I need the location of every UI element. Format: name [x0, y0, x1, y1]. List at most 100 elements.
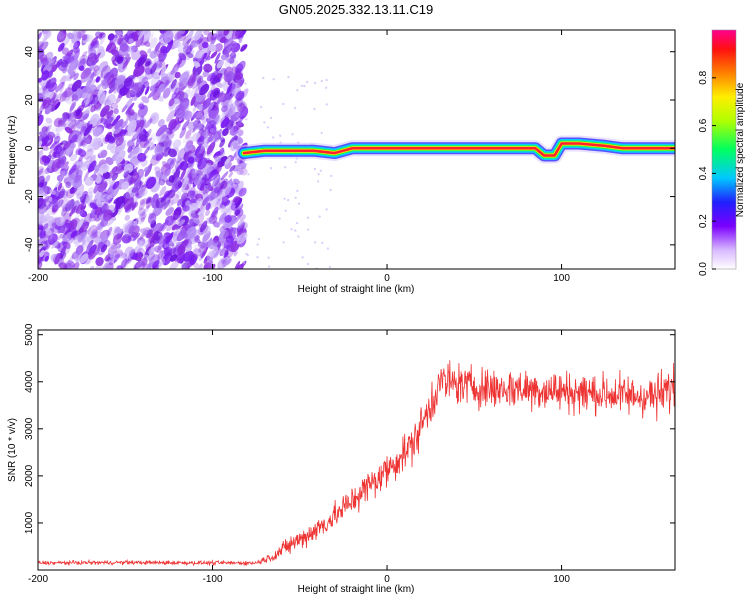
noise-blob [42, 198, 51, 207]
noise-blob [44, 103, 54, 115]
noise-blob [229, 52, 237, 59]
noise-blob [51, 126, 58, 134]
noise-blob [226, 227, 237, 239]
noise-blob [210, 174, 221, 188]
noise-blob [45, 79, 51, 89]
noise-blob [38, 41, 45, 50]
colorbar-gradient [711, 29, 737, 270]
spectrogram-y-tick-label: -40 [24, 237, 35, 252]
noise-blob [74, 210, 84, 219]
noise-blob [185, 136, 193, 144]
noise-blob [214, 52, 221, 64]
noise-blob [127, 108, 135, 116]
noise-blob [61, 74, 70, 82]
noise-blob [79, 210, 88, 218]
noise-blob [227, 45, 235, 54]
noise-blob [53, 145, 63, 155]
noise-speck [272, 78, 275, 81]
noise-blob [114, 249, 123, 258]
noise-speck [287, 75, 290, 79]
noise-blob [169, 120, 181, 133]
noise-blob [46, 200, 54, 211]
noise-blob [107, 242, 119, 255]
snr-x-label: Height of straight line (km) [298, 584, 415, 595]
noise-speck [316, 180, 320, 183]
noise-blob [185, 244, 193, 253]
noise-blob [235, 198, 243, 209]
noise-blob [165, 139, 172, 150]
noise-blob [73, 72, 79, 81]
noise-blob [99, 98, 106, 105]
noise-blob [103, 261, 110, 269]
noise-blob [97, 95, 107, 106]
noise-blob [148, 252, 156, 261]
noise-blob [43, 239, 51, 248]
noise-blob [189, 254, 198, 266]
noise-blob [118, 89, 126, 99]
noise-blob [88, 90, 98, 103]
spectrogram-y-tick-label: 20 [24, 94, 35, 106]
noise-blob [93, 65, 100, 72]
noise-speck [303, 84, 306, 88]
noise-blob [213, 248, 222, 258]
noise-blob [117, 44, 130, 57]
noise-blob [135, 260, 142, 268]
noise-blob [122, 223, 127, 229]
noise-blob [38, 209, 45, 221]
noise-blob [95, 244, 101, 256]
noise-blob [221, 196, 229, 203]
trace-core [242, 142, 675, 157]
noise-blob [209, 128, 215, 134]
noise-blob [194, 170, 202, 181]
noise-blob [228, 171, 234, 178]
noise-speck [318, 215, 321, 218]
noise-blob [113, 197, 120, 204]
noise-blob [124, 223, 135, 237]
noise-blob [38, 213, 50, 225]
noise-blob [110, 186, 120, 199]
noise-blob [51, 158, 61, 173]
noise-blob [213, 235, 220, 242]
noise-blob [224, 157, 231, 165]
noise-blob [202, 196, 210, 207]
noise-blob [193, 61, 201, 68]
noise-blob [176, 54, 187, 68]
noise-blob [168, 118, 177, 131]
noise-blob [178, 58, 183, 65]
noise-blob [38, 77, 43, 83]
noise-blob [202, 100, 208, 107]
spectrogram-x-tick-label: 100 [553, 273, 570, 284]
noise-blob [80, 86, 91, 99]
noise-blob [164, 238, 175, 248]
noise-blob [51, 64, 58, 72]
noise-blob [238, 102, 248, 113]
colorbar-tick-label: 0.6 [698, 118, 709, 132]
noise-blob [135, 84, 145, 98]
noise-blob [57, 31, 65, 40]
noise-blob [201, 41, 209, 49]
figure-title: GN05.2025.332.13.11.C19 [279, 2, 433, 17]
noise-blob [146, 227, 154, 238]
noise-blob [172, 176, 181, 188]
noise-blob [205, 202, 211, 211]
spectrogram-y-axis: -40 -20 0 20 40 [24, 46, 675, 252]
noise-blob [156, 50, 163, 58]
noise-blob [149, 85, 155, 92]
noise-blob [163, 246, 172, 256]
noise-blob [155, 151, 165, 161]
noise-speck [293, 106, 297, 110]
noise-blob [148, 246, 156, 255]
noise-speck [267, 256, 270, 259]
noise-blob [215, 81, 224, 88]
noise-blob [182, 150, 192, 160]
noise-blob [58, 148, 67, 162]
noise-blob [216, 189, 223, 197]
noise-blob [45, 229, 53, 236]
noise-blob [124, 97, 134, 110]
noise-blob [155, 261, 163, 269]
noise-blob [198, 241, 209, 253]
noise-blob [117, 34, 124, 45]
noise-speck [306, 270, 308, 272]
noise-blob [206, 141, 216, 155]
noise-blob [178, 239, 189, 252]
